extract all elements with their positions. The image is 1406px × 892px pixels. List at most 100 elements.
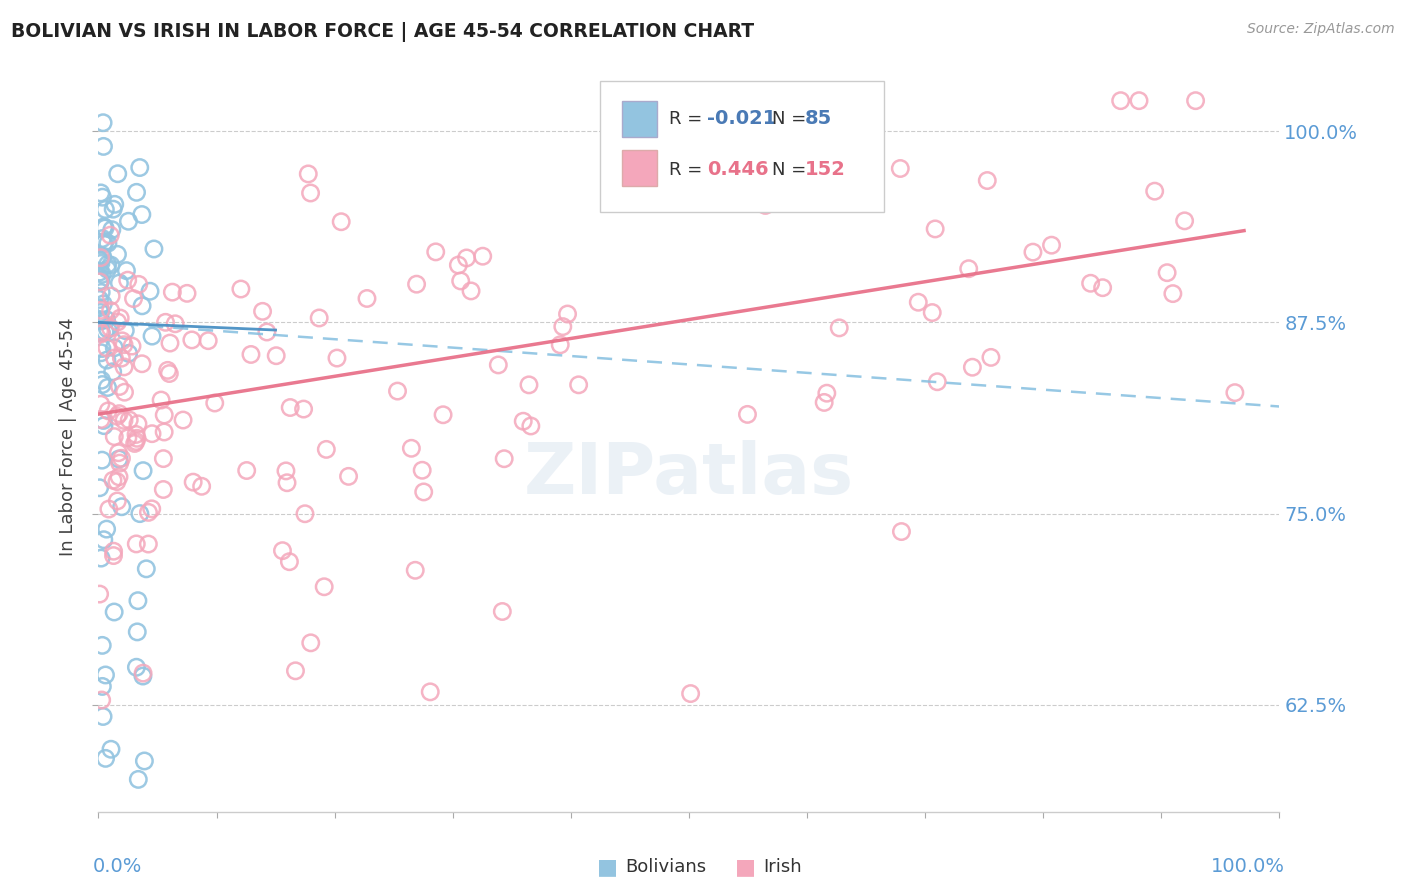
Point bbox=[387, 384, 409, 398]
Point bbox=[889, 161, 911, 176]
Point bbox=[172, 413, 194, 427]
Point bbox=[96, 341, 118, 355]
Point bbox=[97, 257, 120, 271]
Point bbox=[264, 349, 287, 363]
Point bbox=[90, 551, 112, 566]
Text: 152: 152 bbox=[804, 160, 845, 179]
Point bbox=[115, 263, 138, 277]
Point bbox=[132, 669, 155, 683]
Point bbox=[100, 289, 122, 303]
Point bbox=[91, 297, 114, 311]
Point bbox=[89, 313, 111, 327]
Point bbox=[98, 228, 121, 243]
Point bbox=[432, 408, 454, 422]
Point bbox=[91, 342, 114, 356]
Point bbox=[138, 505, 160, 519]
Point bbox=[93, 220, 115, 235]
Point bbox=[1109, 94, 1132, 108]
Text: BOLIVIAN VS IRISH IN LABOR FORCE | AGE 45-54 CORRELATION CHART: BOLIVIAN VS IRISH IN LABOR FORCE | AGE 4… bbox=[11, 22, 755, 42]
Point bbox=[962, 360, 984, 375]
Point bbox=[1128, 94, 1150, 108]
Point bbox=[557, 307, 579, 321]
Point bbox=[110, 351, 132, 366]
Point bbox=[91, 231, 114, 245]
Point bbox=[135, 562, 157, 576]
Point bbox=[89, 324, 111, 338]
Point bbox=[132, 464, 155, 478]
Point bbox=[419, 685, 441, 699]
Point bbox=[568, 377, 591, 392]
Point bbox=[747, 178, 769, 192]
Point bbox=[134, 754, 156, 768]
Point bbox=[118, 413, 141, 427]
Point bbox=[103, 544, 125, 558]
Text: ■: ■ bbox=[598, 857, 617, 877]
Point bbox=[1161, 286, 1184, 301]
Point bbox=[274, 464, 297, 478]
Point bbox=[111, 334, 134, 348]
Point bbox=[108, 470, 131, 484]
Point bbox=[278, 555, 301, 569]
Point bbox=[91, 267, 114, 281]
Point bbox=[91, 453, 114, 467]
Point bbox=[112, 413, 135, 427]
Point bbox=[1143, 184, 1166, 198]
Point bbox=[108, 311, 131, 326]
Point bbox=[89, 587, 111, 601]
Point bbox=[460, 284, 482, 298]
Point bbox=[679, 687, 702, 701]
Point bbox=[91, 377, 114, 392]
Text: ■: ■ bbox=[735, 857, 755, 877]
Point bbox=[486, 358, 509, 372]
Point bbox=[107, 315, 129, 329]
Point bbox=[93, 236, 115, 251]
Point bbox=[815, 386, 838, 401]
Point bbox=[89, 275, 111, 289]
Point bbox=[108, 407, 131, 421]
Point bbox=[90, 345, 112, 359]
Point bbox=[94, 668, 117, 682]
Point bbox=[128, 277, 150, 292]
Point bbox=[491, 605, 513, 619]
Point bbox=[276, 475, 298, 490]
Point bbox=[337, 469, 360, 483]
Point bbox=[90, 186, 112, 200]
Point bbox=[141, 426, 163, 441]
Text: Bolivians: Bolivians bbox=[626, 858, 707, 876]
Point bbox=[1040, 238, 1063, 252]
Point bbox=[89, 275, 111, 289]
Point bbox=[754, 198, 776, 212]
Point bbox=[256, 325, 278, 339]
Point bbox=[1080, 277, 1102, 291]
Point bbox=[111, 500, 134, 514]
Point bbox=[121, 339, 143, 353]
Point bbox=[292, 402, 315, 417]
Point bbox=[107, 446, 129, 460]
Point bbox=[89, 254, 111, 268]
Point bbox=[404, 563, 426, 577]
Point bbox=[138, 537, 160, 551]
Point bbox=[112, 337, 135, 351]
Point bbox=[100, 742, 122, 756]
Point bbox=[108, 276, 131, 290]
Point bbox=[150, 392, 173, 407]
Point bbox=[412, 484, 434, 499]
Point bbox=[471, 249, 494, 263]
Point bbox=[314, 580, 336, 594]
Point bbox=[548, 338, 571, 352]
Text: ZIPatlas: ZIPatlas bbox=[524, 440, 853, 509]
Point bbox=[96, 522, 118, 536]
Point bbox=[90, 693, 112, 707]
Point bbox=[117, 346, 139, 360]
Point bbox=[94, 221, 117, 235]
Point bbox=[1022, 245, 1045, 260]
Text: -0.021: -0.021 bbox=[707, 109, 776, 128]
Point bbox=[96, 262, 118, 277]
Point bbox=[1174, 214, 1197, 228]
Point bbox=[93, 418, 115, 433]
Point bbox=[128, 161, 150, 175]
FancyBboxPatch shape bbox=[621, 150, 657, 186]
Point bbox=[124, 436, 146, 450]
Point bbox=[100, 258, 122, 272]
Point bbox=[105, 494, 128, 508]
